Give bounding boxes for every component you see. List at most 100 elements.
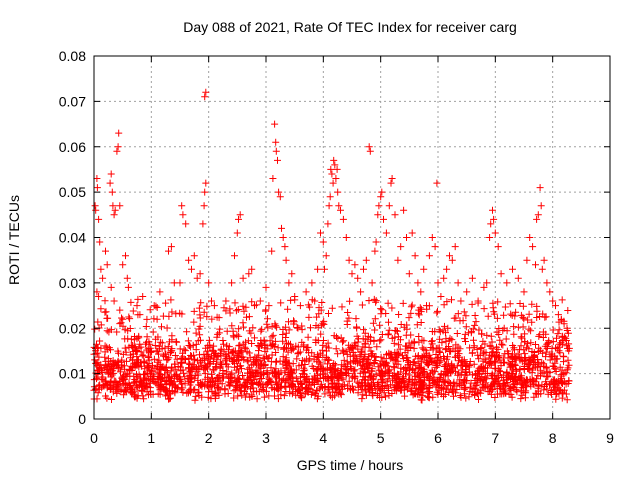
data-point-dense xyxy=(396,345,404,353)
data-point-dense xyxy=(360,326,367,334)
data-point-dense xyxy=(499,386,507,394)
data-point-dense xyxy=(536,313,544,320)
data-point-dense xyxy=(499,326,507,334)
data-point-dense xyxy=(496,383,504,391)
data-point-dense xyxy=(461,390,468,398)
data-point-dense xyxy=(347,344,355,352)
data-point xyxy=(262,283,270,291)
data-point-dense xyxy=(249,324,257,332)
data-point-dense xyxy=(281,377,289,385)
data-point-dense xyxy=(197,299,205,307)
data-point-dense xyxy=(171,352,179,359)
data-point-dense xyxy=(467,379,475,387)
data-point xyxy=(102,247,109,255)
data-point-dense xyxy=(377,336,385,344)
data-point-dense xyxy=(121,344,129,352)
data-point-dense xyxy=(133,347,140,354)
data-point-dense xyxy=(169,380,177,388)
data-point-dense xyxy=(553,345,561,353)
data-point xyxy=(123,274,131,282)
data-point-dense xyxy=(473,345,481,353)
data-point-dense xyxy=(321,390,329,398)
data-point xyxy=(463,288,471,296)
data-point-dense xyxy=(115,361,123,369)
data-point xyxy=(139,293,147,300)
data-point-dense xyxy=(417,396,425,404)
data-point-dense xyxy=(419,354,427,362)
data-point-dense xyxy=(319,341,327,349)
data-point-dense xyxy=(385,326,393,334)
data-point-dense xyxy=(208,315,216,323)
data-point-dense xyxy=(512,372,520,380)
data-point-dense xyxy=(544,368,552,376)
data-point-dense xyxy=(222,351,230,359)
data-point xyxy=(322,252,330,260)
data-point-dense xyxy=(346,297,354,305)
data-point-dense xyxy=(241,393,249,401)
data-point xyxy=(497,270,505,278)
data-point-dense xyxy=(162,392,170,400)
data-point-dense xyxy=(394,360,402,368)
data-point xyxy=(116,306,124,314)
data-point xyxy=(288,270,296,278)
data-point-dense xyxy=(253,395,261,403)
data-point-dense xyxy=(287,382,295,390)
data-point-dense xyxy=(477,363,485,371)
data-point-dense xyxy=(541,383,548,390)
data-point-dense xyxy=(119,322,127,330)
data-point-dense xyxy=(107,384,115,392)
data-point-dense xyxy=(382,393,389,401)
data-point-dense xyxy=(296,392,304,400)
data-point-dense xyxy=(429,359,437,366)
data-point-dense xyxy=(233,366,241,374)
data-point-dense xyxy=(193,364,201,372)
data-point-dense xyxy=(265,375,273,383)
data-point-dense xyxy=(150,355,158,363)
data-point-dense xyxy=(441,322,448,330)
y-tick-label: 0.03 xyxy=(59,275,86,291)
data-point-dense xyxy=(106,385,114,393)
data-point-dense xyxy=(171,372,179,380)
data-point xyxy=(375,202,383,210)
data-point xyxy=(109,202,117,210)
data-point-dense xyxy=(181,347,189,355)
data-point-dense xyxy=(176,378,184,386)
data-point-dense xyxy=(462,368,470,376)
data-point xyxy=(368,279,376,287)
data-point xyxy=(532,261,539,269)
data-point-dense xyxy=(395,341,403,349)
data-point xyxy=(537,202,545,210)
data-point-dense xyxy=(97,361,105,369)
data-point-dense xyxy=(564,364,572,372)
data-point xyxy=(278,224,285,232)
data-point-dense xyxy=(290,317,297,325)
data-point-dense xyxy=(129,348,137,356)
data-point-dense xyxy=(511,354,519,362)
data-point xyxy=(357,288,365,296)
data-point-dense xyxy=(395,311,403,318)
data-point-dense xyxy=(272,349,280,356)
data-point-dense xyxy=(227,371,235,379)
data-point-dense xyxy=(325,388,333,396)
data-point-dense xyxy=(530,380,538,388)
data-point-dense xyxy=(228,369,236,377)
data-point-dense xyxy=(342,347,350,355)
data-point-dense xyxy=(442,329,449,337)
data-point xyxy=(108,188,116,196)
data-point-dense xyxy=(491,394,499,401)
data-point-dense xyxy=(219,337,227,344)
data-point-dense xyxy=(334,350,342,358)
data-point-dense xyxy=(392,327,400,335)
data-point-dense xyxy=(272,322,280,330)
data-point xyxy=(417,288,425,296)
data-point-dense xyxy=(327,375,335,383)
data-point-dense xyxy=(397,364,405,372)
data-point-dense xyxy=(393,349,401,357)
data-point-dense xyxy=(181,373,189,381)
data-point-dense xyxy=(482,375,490,383)
data-point-dense xyxy=(343,366,351,374)
data-point-dense xyxy=(474,367,482,375)
data-point-dense xyxy=(312,389,320,397)
x-tick-label: 7 xyxy=(491,430,499,446)
